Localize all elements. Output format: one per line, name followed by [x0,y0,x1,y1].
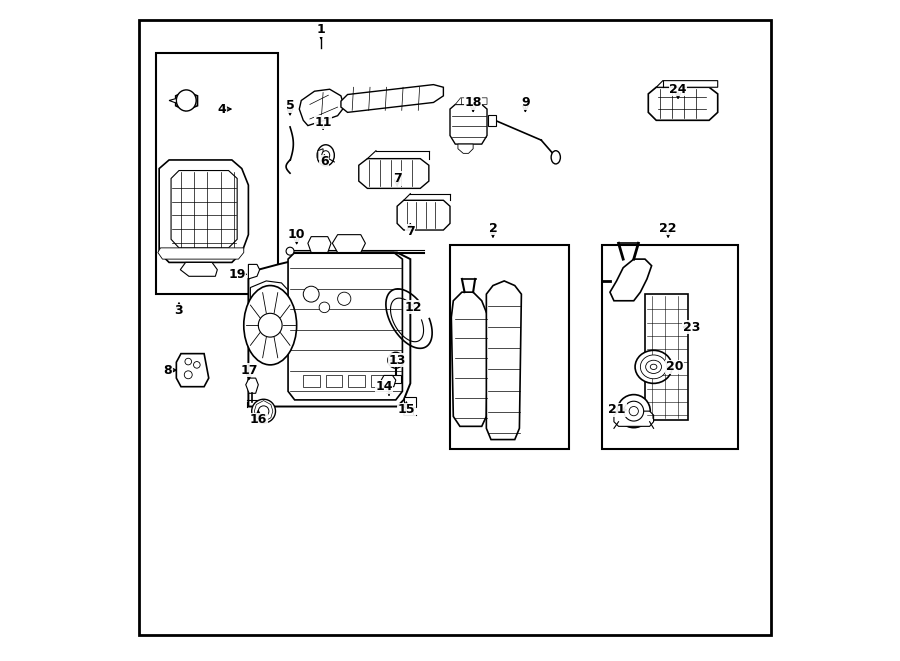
Text: 15: 15 [398,403,415,416]
Text: 18: 18 [464,96,482,109]
Polygon shape [455,98,487,104]
Polygon shape [180,262,217,276]
Polygon shape [458,144,473,153]
Polygon shape [176,354,209,387]
Polygon shape [158,248,244,259]
Text: 5: 5 [285,99,294,112]
Polygon shape [308,237,331,253]
Text: 7: 7 [392,172,401,185]
Bar [371,375,387,387]
Polygon shape [648,87,717,120]
Ellipse shape [258,313,282,337]
Ellipse shape [184,371,193,379]
Text: 24: 24 [670,83,687,96]
Text: 21: 21 [608,403,626,416]
Polygon shape [451,292,489,426]
Bar [303,375,320,387]
Polygon shape [359,159,428,188]
Ellipse shape [645,360,662,373]
Text: 6: 6 [320,155,328,169]
Bar [391,375,401,383]
Text: 4: 4 [218,102,226,116]
Text: 13: 13 [389,354,406,367]
Ellipse shape [303,286,320,302]
Polygon shape [318,149,323,162]
Ellipse shape [617,395,651,428]
Polygon shape [169,98,176,103]
Polygon shape [246,378,258,393]
Ellipse shape [635,350,672,383]
Text: 8: 8 [164,364,172,377]
Polygon shape [610,259,652,301]
Ellipse shape [629,407,638,416]
Text: 20: 20 [666,360,683,373]
Bar [602,245,737,449]
Bar [645,294,688,420]
Ellipse shape [286,247,294,255]
Polygon shape [176,91,197,110]
Text: 17: 17 [240,364,257,377]
Text: 16: 16 [249,413,267,426]
Polygon shape [382,375,396,387]
Text: 1: 1 [317,23,326,36]
Text: 1: 1 [317,23,326,36]
Polygon shape [288,253,402,400]
Polygon shape [300,89,344,126]
Bar [348,375,364,387]
Text: 11: 11 [314,116,332,129]
Polygon shape [450,104,487,144]
Ellipse shape [322,151,329,160]
Polygon shape [159,160,248,262]
Ellipse shape [551,151,561,164]
Polygon shape [397,200,450,230]
Ellipse shape [338,292,351,305]
Polygon shape [248,253,410,407]
Ellipse shape [388,352,404,368]
Text: 14: 14 [375,380,392,393]
Bar [489,115,496,126]
Polygon shape [614,411,653,426]
Text: 7: 7 [406,225,415,238]
Bar [156,53,278,294]
Ellipse shape [624,401,644,421]
Polygon shape [250,281,290,358]
Ellipse shape [184,358,192,365]
Text: 2: 2 [489,221,498,235]
Text: 3: 3 [175,304,184,317]
Ellipse shape [320,302,329,313]
Bar [450,245,569,449]
Bar [404,397,416,407]
Polygon shape [248,264,259,279]
Ellipse shape [244,286,297,365]
Polygon shape [656,81,717,87]
Ellipse shape [252,399,275,423]
Polygon shape [486,281,521,440]
Ellipse shape [317,145,334,166]
Text: 22: 22 [660,221,677,235]
Bar [326,375,342,387]
Polygon shape [332,235,365,253]
Ellipse shape [258,406,269,416]
Polygon shape [171,171,238,248]
Text: 19: 19 [229,268,246,281]
Text: 9: 9 [521,96,530,109]
Ellipse shape [194,362,200,368]
Ellipse shape [176,90,196,111]
Ellipse shape [641,355,667,379]
Text: 10: 10 [288,228,305,241]
Ellipse shape [651,364,657,369]
Polygon shape [341,85,444,112]
Text: 12: 12 [405,301,422,314]
Text: 23: 23 [682,321,700,334]
Polygon shape [255,401,273,422]
